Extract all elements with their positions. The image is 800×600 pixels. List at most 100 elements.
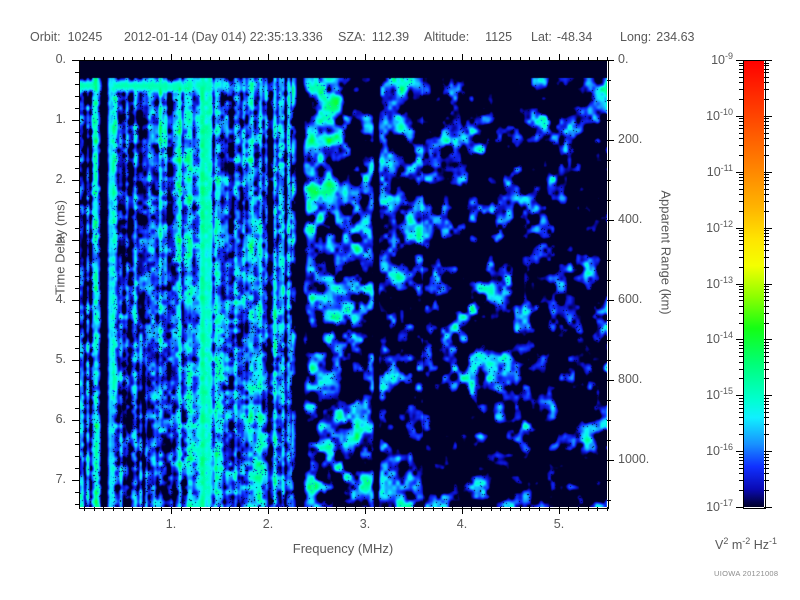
x-minor-tick-bottom: [481, 507, 482, 511]
x-major-tick-bottom: [171, 507, 172, 514]
colorbar-major-tick-right: [764, 451, 772, 452]
x-minor-tick-bottom: [452, 507, 453, 511]
colorbar-tick-label-5: 10-14: [706, 330, 733, 347]
x-minor-tick-top: [597, 57, 598, 60]
x-minor-tick-top: [229, 57, 230, 60]
colorbar-minor-tick-right: [764, 77, 769, 78]
x-minor-tick-top: [491, 57, 492, 60]
x-minor-tick-bottom: [471, 507, 472, 511]
colorbar-minor-tick-right: [764, 125, 769, 126]
x-minor-tick-bottom: [578, 507, 579, 511]
y-left-tick-label-0: 0.: [55, 52, 66, 66]
y-left-minor-tick: [75, 264, 79, 265]
colorbar-minor-tick-left: [739, 342, 743, 343]
colorbar-minor-tick-right: [764, 300, 769, 301]
y-left-tick-label-7: 7.: [55, 472, 66, 486]
colorbar-minor-tick-left: [739, 412, 743, 413]
colorbar-minor-tick-left: [739, 128, 743, 129]
colorbar-minor-tick-left: [739, 454, 743, 455]
y-left-major-tick: [72, 120, 79, 121]
colorbar-minor-tick-right: [764, 118, 769, 119]
x-minor-tick-top: [471, 57, 472, 60]
colorbar-minor-tick-right: [764, 230, 769, 231]
x-minor-tick-top: [113, 57, 114, 60]
header-field-value: 1125: [485, 30, 513, 44]
x-tick-label-0: 1.: [165, 517, 177, 531]
colorbar-minor-tick-left: [739, 460, 743, 461]
colorbar-minor-tick-left: [739, 434, 743, 435]
colorbar-minor-tick-right: [764, 133, 769, 134]
y-left-minor-tick: [75, 228, 79, 229]
x-minor-tick-top: [568, 57, 569, 60]
colorbar-minor-tick-right: [764, 286, 769, 287]
y-right-minor-tick: [607, 320, 611, 321]
colorbar-minor-tick-left: [739, 464, 743, 465]
colorbar-minor-tick-right: [764, 189, 769, 190]
x-minor-tick-bottom: [384, 507, 385, 511]
colorbar-minor-tick-right: [764, 480, 769, 481]
x-minor-tick-bottom: [200, 507, 201, 511]
colorbar-minor-tick-left: [739, 457, 743, 458]
x-minor-tick-top: [345, 57, 346, 60]
x-minor-tick-top: [152, 57, 153, 60]
header-field-2: SZA: 112.39: [338, 30, 409, 44]
header-field-label: Lat:: [531, 30, 552, 44]
colorbar-minor-tick-right: [764, 398, 769, 399]
y-left-tick-label-3: 3.: [55, 232, 66, 246]
spectrogram-plot-area: [79, 60, 607, 507]
y-left-tick-label-4: 4.: [55, 292, 66, 306]
colorbar-minor-tick-left: [739, 480, 743, 481]
y-left-minor-tick: [75, 312, 79, 313]
y-left-tick-label-5: 5.: [55, 352, 66, 366]
colorbar-minor-tick-left: [739, 473, 743, 474]
y-right-minor-tick: [607, 420, 611, 421]
colorbar-minor-tick-left: [739, 69, 743, 70]
colorbar-minor-tick-right: [764, 69, 769, 70]
y-left-major-tick: [72, 240, 79, 241]
x-minor-tick-bottom: [549, 507, 550, 511]
y-left-minor-tick: [75, 84, 79, 85]
header-field-value: 10245: [67, 30, 103, 44]
colorbar-minor-tick-left: [739, 398, 743, 399]
x-minor-tick-bottom: [316, 507, 317, 511]
x-minor-tick-top: [142, 57, 143, 60]
colorbar-unit-label: V2 m-2 Hz-1: [714, 536, 778, 553]
y-left-minor-tick: [75, 384, 79, 385]
y-right-minor-tick: [607, 480, 611, 481]
x-minor-tick-top: [529, 57, 530, 60]
colorbar-minor-tick-right: [764, 211, 769, 212]
colorbar-minor-tick-right: [764, 313, 769, 314]
y-right-tick-label-2: 400.: [618, 212, 643, 226]
header-field-3: Altitude: 1125: [424, 30, 512, 44]
colorbar-minor-tick-left: [739, 313, 743, 314]
colorbar-tick-label-8: 10-17: [706, 498, 733, 515]
x-minor-tick-bottom: [249, 507, 250, 511]
x-minor-tick-top: [442, 57, 443, 60]
y-right-major-tick: [607, 60, 614, 61]
y-left-minor-tick: [75, 108, 79, 109]
x-minor-tick-top: [278, 57, 279, 60]
colorbar-minor-tick-right: [764, 177, 769, 178]
colorbar-tick-label-1: 10-10: [706, 107, 733, 124]
y-right-minor-tick: [607, 160, 611, 161]
colorbar-tick-label-0: 10-9: [711, 51, 733, 68]
colorbar-minor-tick-right: [764, 99, 769, 100]
colorbar-minor-tick-right: [764, 404, 769, 405]
colorbar-major-tick-right: [764, 339, 772, 340]
x-minor-tick-bottom: [588, 507, 589, 511]
colorbar-minor-tick-right: [764, 417, 769, 418]
y-right-minor-tick: [607, 440, 611, 441]
y-left-minor-tick: [75, 396, 79, 397]
y-right-minor-tick: [607, 260, 611, 261]
colorbar-minor-tick-right: [764, 468, 769, 469]
x-minor-tick-top: [413, 57, 414, 60]
colorbar-minor-tick-left: [739, 201, 743, 202]
header-field-4: Lat: -48.34: [531, 30, 592, 44]
y-left-minor-tick: [75, 96, 79, 97]
colorbar-minor-tick-left: [739, 369, 743, 370]
header-field-1: 2012-01-14 (Day 014) 22:35:13.336: [124, 30, 323, 44]
colorbar-tick-label-2: 10-11: [706, 163, 733, 180]
y-left-minor-tick: [75, 444, 79, 445]
y-left-minor-tick: [75, 132, 79, 133]
x-minor-tick-top: [355, 57, 356, 60]
